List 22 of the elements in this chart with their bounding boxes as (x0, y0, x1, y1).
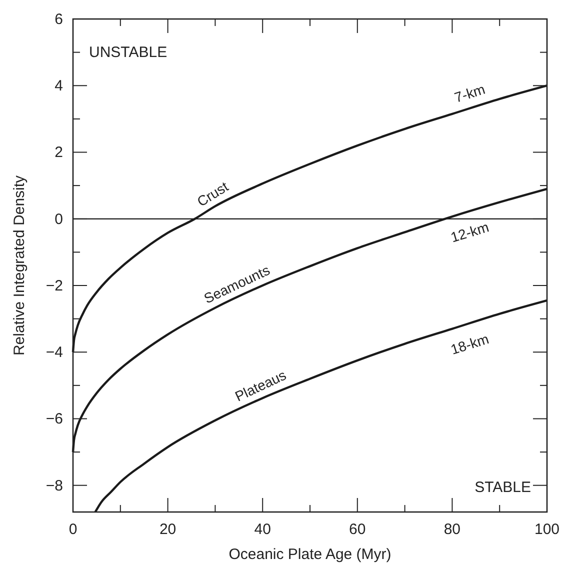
y-tick-label: 0 (54, 210, 63, 228)
y-tick-label: 6 (54, 11, 63, 28)
x-tick-label: 40 (254, 521, 271, 538)
x-axis-title: Oceanic Plate Age (Myr) (228, 546, 392, 563)
x-tick-label: 20 (159, 521, 176, 538)
y-tick-label: −2 (46, 277, 63, 294)
text: Crust (194, 178, 232, 210)
x-tick-label: 100 (534, 521, 560, 538)
y-tick-label: 4 (54, 78, 63, 95)
y-axis-title: Relative Integrated Density (11, 174, 28, 356)
annotation: UNSTABLE (89, 44, 168, 61)
annotation: 7-km (452, 80, 487, 106)
x-tick-label: 60 (349, 521, 366, 538)
x-tick-label: 0 (68, 521, 78, 538)
y-tick-label: −6 (46, 410, 63, 428)
y-tick-label: 2 (54, 144, 63, 162)
annotation: 18-km (448, 330, 491, 358)
x-tick-label: 80 (444, 521, 461, 538)
annotation: STABLE (474, 479, 531, 496)
y-tick-label: −4 (46, 344, 63, 362)
y-tick-label: −8 (46, 477, 63, 494)
annotation: 12-km (448, 218, 491, 246)
